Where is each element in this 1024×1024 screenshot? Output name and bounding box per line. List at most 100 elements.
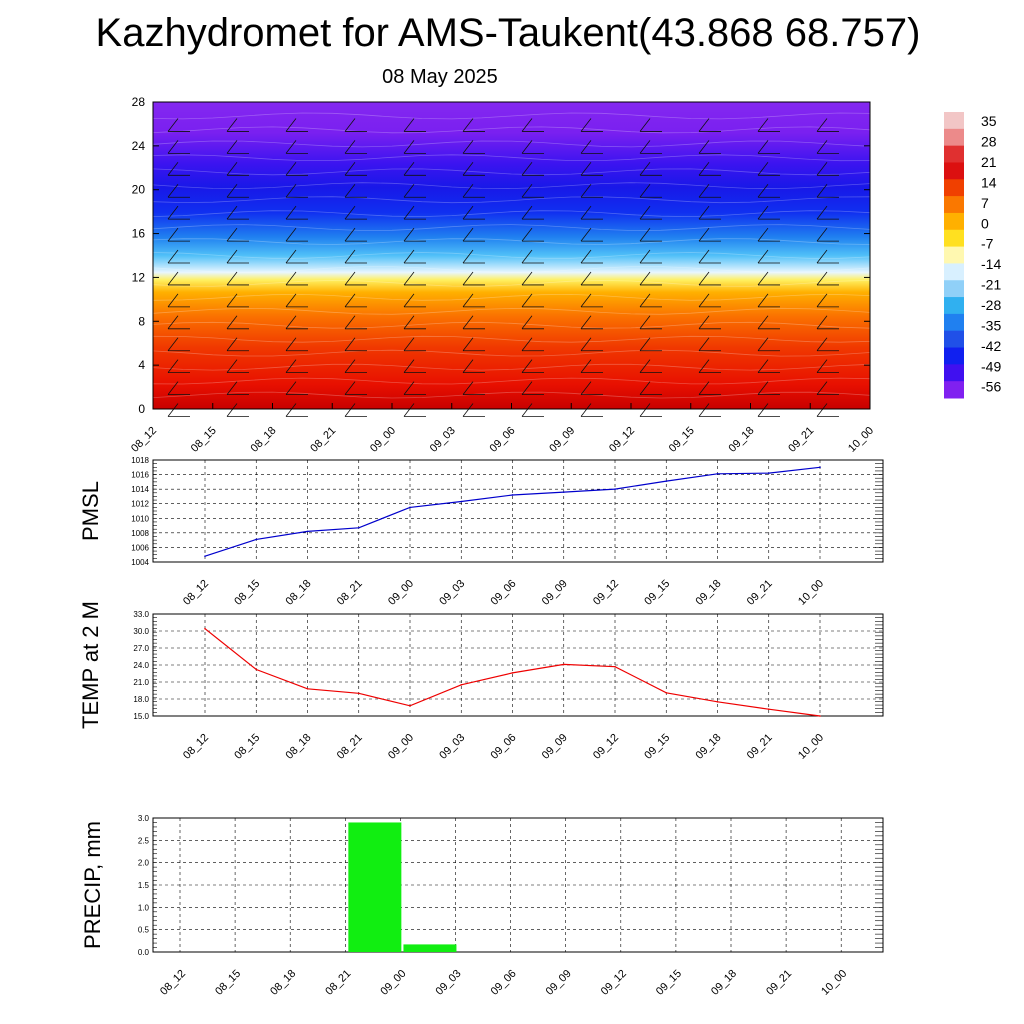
wind-barb: [521, 315, 533, 330]
wind-barb: [226, 227, 238, 242]
colorbar-label: -56: [981, 379, 1001, 395]
temp-point: [716, 701, 719, 703]
heatmap-field: [153, 102, 870, 409]
wind-barb: [344, 183, 356, 198]
wind-barb: [462, 315, 474, 330]
heatmap-contour: [152, 112, 871, 120]
temp-xtick-label: 09_00: [386, 732, 416, 762]
wind-barb: [698, 118, 710, 132]
wind-barb: [167, 140, 179, 154]
pmsl-xtick-label: 08_21: [335, 578, 365, 608]
temp-xtick-label: 09_21: [745, 732, 775, 762]
wind-barb: [403, 227, 415, 242]
temp-ytick-label: 18.0: [133, 695, 149, 704]
heatmap-xtick-label: 09_21: [786, 425, 816, 455]
wind-barb: [167, 118, 179, 132]
wind-barb: [344, 337, 356, 351]
wind-barb: [226, 359, 238, 373]
wind-barb: [285, 403, 297, 417]
precip-xtick-label: 09_00: [378, 968, 408, 998]
temp-point: [614, 665, 616, 668]
precip-xtick-label: 08_18: [268, 968, 298, 998]
pmsl-ytick-label: 1006: [131, 543, 149, 552]
wind-barb: [462, 403, 474, 417]
wind-barb: [757, 381, 769, 395]
wind-barb: [403, 359, 415, 373]
temp-point: [255, 668, 258, 671]
pmsl-ylabel: PMSL: [78, 481, 103, 541]
temp-ytick-label: 24.0: [133, 661, 149, 670]
wind-barb: [580, 249, 592, 264]
wind-barb: [698, 315, 710, 330]
wind-barb: [403, 381, 415, 395]
wind-barb: [521, 293, 533, 308]
precip-xtick-label: 09_21: [764, 968, 794, 998]
wind-barb: [285, 183, 297, 198]
wind-barb: [462, 205, 474, 220]
wind-barb: [639, 403, 651, 417]
heatmap-xtick-label: 08_18: [249, 425, 279, 455]
wind-barb: [580, 293, 592, 308]
temp-point: [665, 691, 668, 694]
wind-barb: [344, 227, 356, 242]
wind-barb: [344, 140, 356, 154]
wind-barb: [403, 162, 415, 176]
wind-barb: [757, 337, 769, 351]
colorbar-swatch: [944, 145, 964, 163]
pmsl-point: [614, 488, 616, 490]
wind-barb: [344, 359, 356, 373]
colorbar-label: 7: [981, 195, 989, 211]
wind-barb: [757, 249, 769, 264]
heatmap-contour: [152, 363, 871, 371]
wind-barb: [226, 140, 238, 154]
wind-barb: [698, 271, 710, 286]
temp-point: [460, 684, 463, 686]
wind-barb: [167, 359, 179, 373]
colorbar-swatch: [944, 112, 964, 130]
precip-ytick-label: 0.0: [138, 948, 150, 957]
temp-xtick-label: 09_09: [540, 732, 570, 762]
wind-barb: [580, 315, 592, 330]
wind-barb: [639, 359, 651, 373]
heatmap-contour: [152, 210, 871, 218]
wind-barb: [344, 293, 356, 308]
wind-barb: [462, 271, 474, 286]
heatmap-xtick-label: 08_15: [189, 425, 219, 455]
pmsl-xtick-label: 09_03: [437, 578, 467, 608]
wind-barb: [757, 162, 769, 176]
temp-ytick-label: 33.0: [133, 610, 149, 619]
wind-barb: [580, 359, 592, 373]
wind-barb: [167, 271, 179, 286]
pmsl-xtick-label: 08_15: [232, 578, 262, 608]
wind-barb: [816, 403, 828, 417]
heatmap-contour: [152, 349, 871, 357]
colorbar-label: 0: [981, 215, 989, 231]
wind-barb: [403, 249, 415, 264]
precip-ytick-label: 2.5: [138, 836, 150, 845]
temp-point: [819, 715, 821, 717]
temp-xtick-label: 09_18: [694, 732, 724, 762]
wind-barb: [757, 227, 769, 242]
heatmap-ytick-label: 12: [132, 270, 146, 284]
wind-barb: [698, 403, 710, 417]
pmsl-point: [665, 480, 668, 482]
wind-barb: [285, 337, 297, 351]
wind-barb: [698, 359, 710, 373]
pmsl-point: [562, 491, 565, 493]
wind-barb: [698, 162, 710, 176]
wind-barb: [403, 271, 415, 286]
wind-barb: [285, 359, 297, 373]
heatmap-contour: [152, 224, 871, 231]
wind-barb: [285, 205, 297, 220]
wind-barb: [580, 205, 592, 220]
heatmap-contour: [152, 154, 871, 162]
colorbar-swatch: [944, 381, 964, 399]
wind-barb: [639, 162, 651, 176]
colorbar-swatch: [944, 162, 964, 180]
heatmap-ytick-label: 20: [132, 183, 146, 197]
heatmap-contour: [152, 279, 871, 287]
temp-point: [767, 708, 770, 710]
wind-barb: [757, 183, 769, 198]
precip-xtick-label: 08_15: [213, 968, 243, 998]
pmsl-xtick-label: 08_18: [284, 578, 314, 608]
